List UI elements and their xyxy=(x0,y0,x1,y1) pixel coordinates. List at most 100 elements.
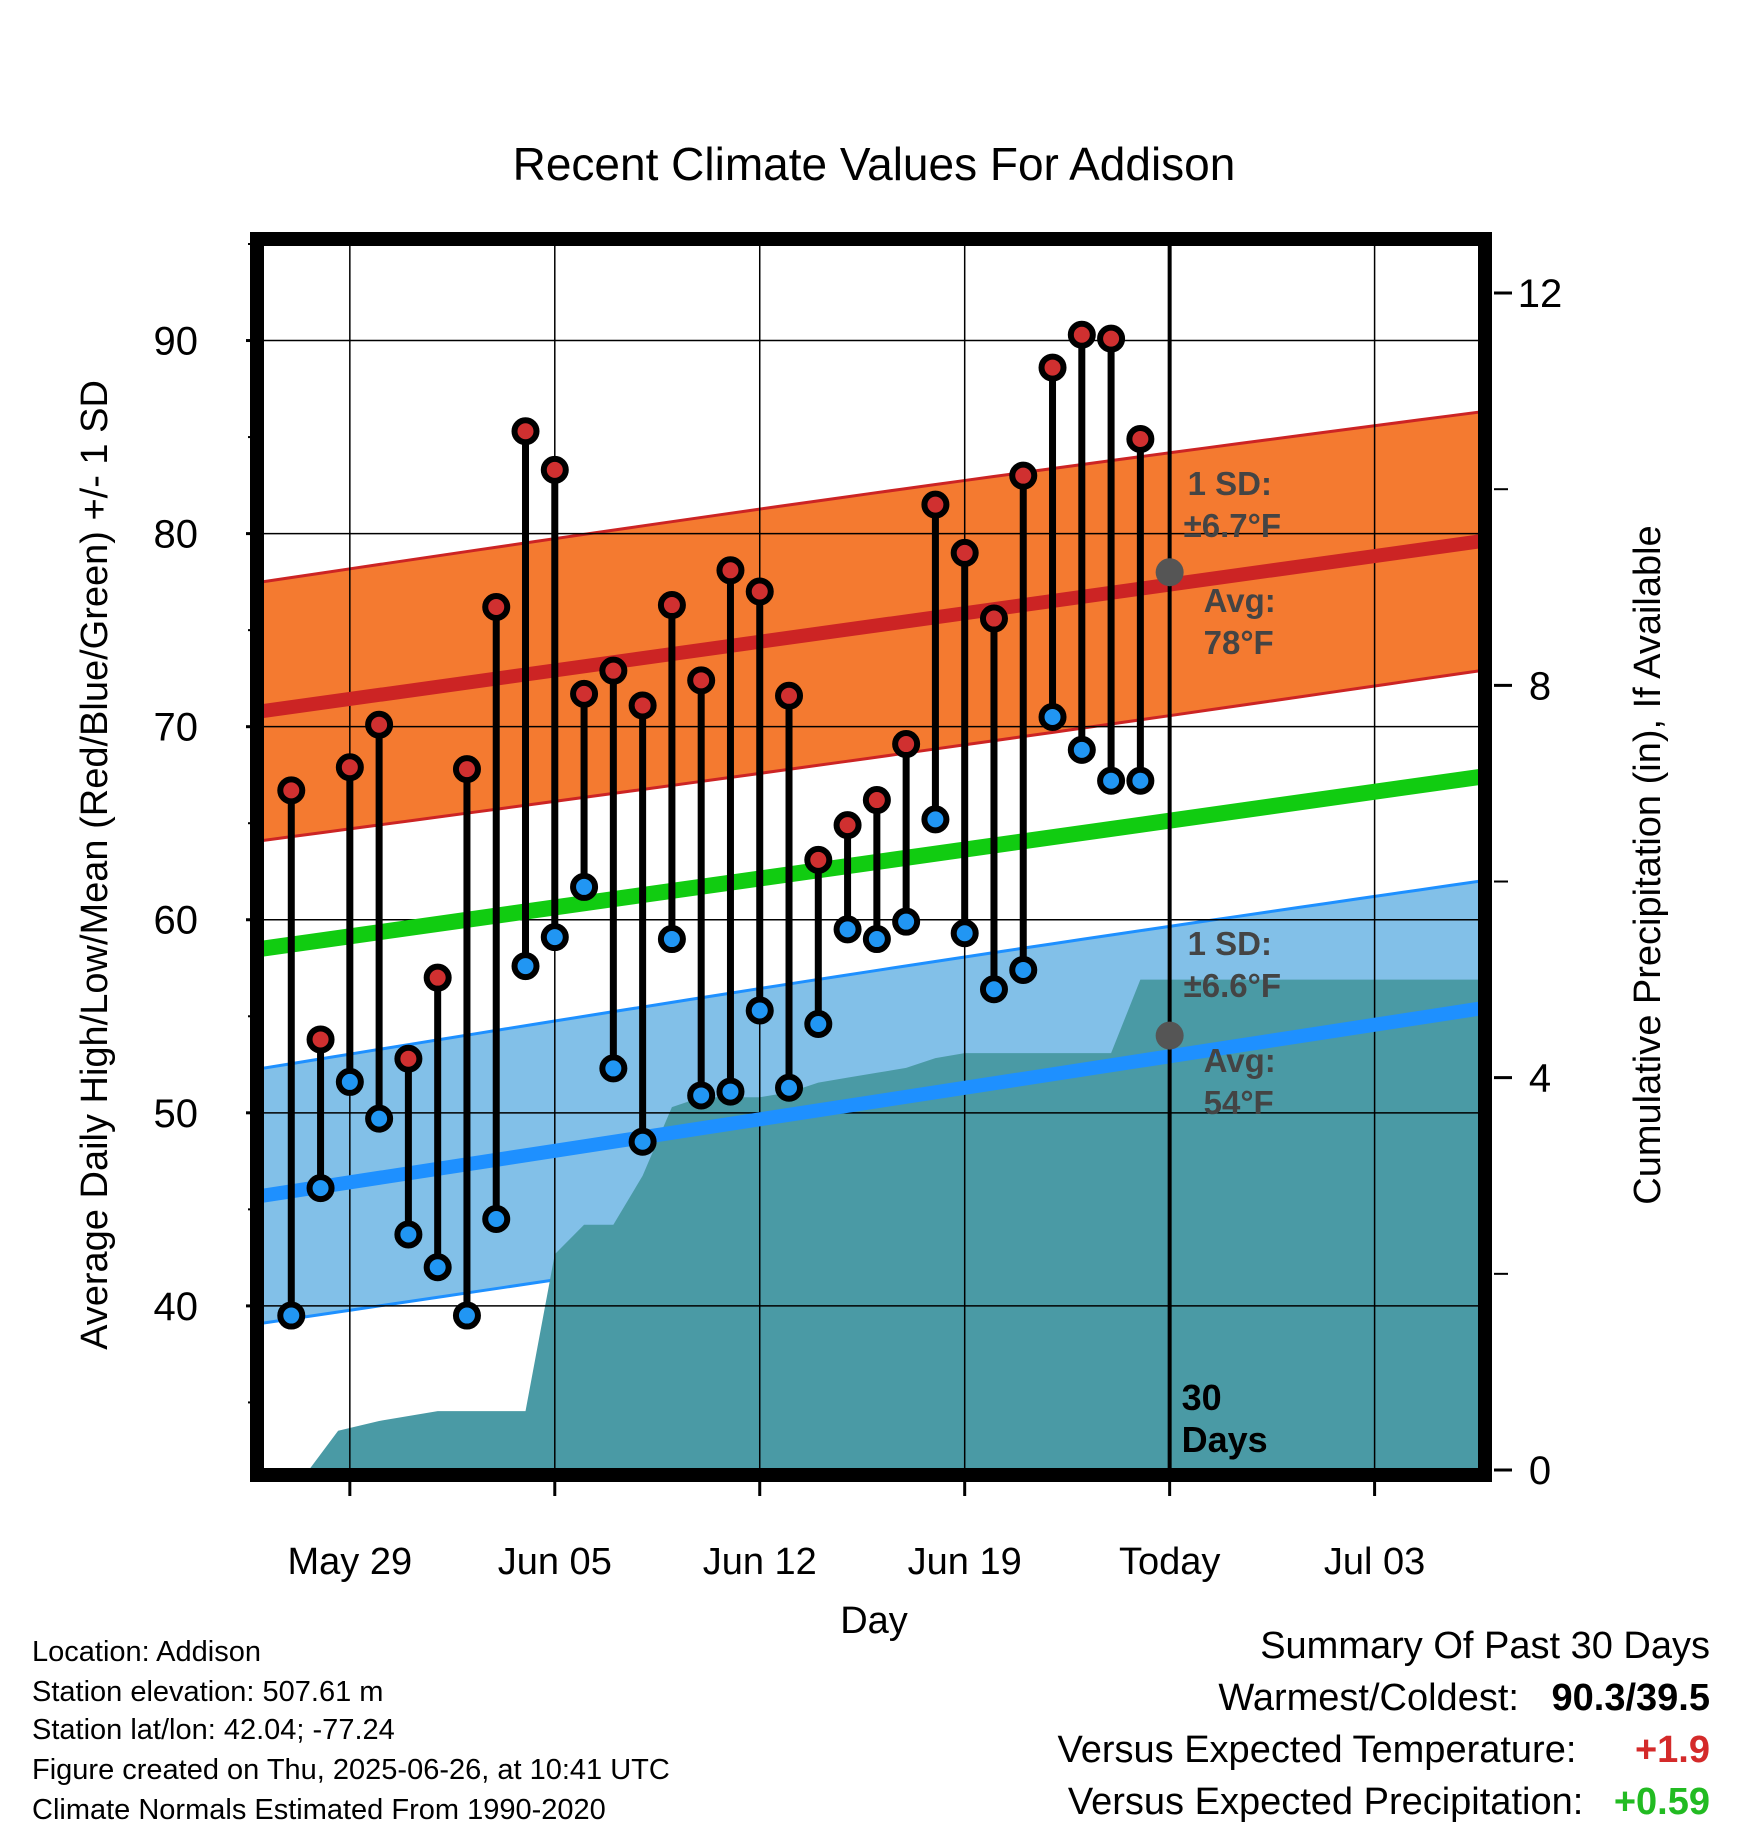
daily-high-point xyxy=(1097,324,1126,353)
plot-inner xyxy=(262,244,1480,1470)
summary-precip-label: Versus Expected Precipitation: xyxy=(1067,1781,1584,1823)
daily-high-point xyxy=(1126,425,1155,454)
today-high-avg-point xyxy=(1155,558,1184,587)
daily-low-point xyxy=(628,1127,657,1156)
x-tick-label: Jun 12 xyxy=(703,1541,817,1583)
daily-low-point xyxy=(1097,766,1126,795)
daily-low-point xyxy=(511,952,540,981)
y-axis-right-label: Cumulative Precipitation (in), If Availa… xyxy=(1627,525,1669,1204)
summary-precip-value: +0.59 xyxy=(1613,1781,1710,1823)
high-sd-label: 1 SD: xyxy=(1188,465,1272,502)
daily-low-point xyxy=(452,1301,481,1330)
daily-high-point xyxy=(775,681,804,710)
high-sd-value: ±6.7°F xyxy=(1184,507,1281,544)
daily-high-point xyxy=(921,490,950,519)
daily-low-point xyxy=(950,919,979,948)
daily-high-point xyxy=(628,691,657,720)
daily-high-point xyxy=(570,679,599,708)
daily-high-point xyxy=(394,1044,423,1073)
daily-low-point xyxy=(365,1104,394,1133)
daily-low-point xyxy=(833,915,862,944)
plot-frame xyxy=(250,232,1492,1482)
daily-high-point xyxy=(511,417,540,446)
daily-high-point xyxy=(657,591,686,620)
low-avg-label: Avg: xyxy=(1204,1042,1276,1079)
daily-low-point xyxy=(423,1253,452,1282)
daily-high-point xyxy=(599,656,628,685)
y-left-tick-label: 40 xyxy=(154,1285,199,1329)
daily-low-point xyxy=(1126,766,1155,795)
summary-title: Summary Of Past 30 Days xyxy=(1260,1625,1710,1667)
low-avg-value: 54°F xyxy=(1204,1084,1274,1121)
daily-low-point xyxy=(482,1205,511,1234)
precip-area xyxy=(291,979,1480,1470)
daily-high-point xyxy=(804,845,833,874)
daily-high-point xyxy=(335,753,364,782)
daily-high-point xyxy=(687,666,716,695)
daily-low-point xyxy=(306,1174,335,1203)
summary-panel: Summary Of Past 30 Days Warmest/Coldest:… xyxy=(1057,1625,1710,1833)
daily-low-point xyxy=(687,1081,716,1110)
info-created: Figure created on Thu, 2025-06-26, at 10… xyxy=(32,1754,670,1786)
info-location: Location: Addison xyxy=(32,1636,261,1668)
x-tick-label: Today xyxy=(1119,1541,1220,1583)
low-sd-value: ±6.6°F xyxy=(1184,967,1281,1004)
daily-low-point xyxy=(716,1077,745,1106)
daily-low-point xyxy=(745,996,774,1025)
today-low-avg-point xyxy=(1155,1021,1184,1050)
x-tick-label: Jul 03 xyxy=(1324,1541,1425,1583)
daily-low-point xyxy=(394,1220,423,1249)
daily-high-point xyxy=(892,730,921,759)
daily-low-point xyxy=(1038,703,1067,732)
days-count-number: 30 xyxy=(1182,1377,1222,1418)
daily-high-point xyxy=(833,811,862,840)
daily-high-point xyxy=(1038,353,1067,382)
summary-temp-value: +1.9 xyxy=(1634,1729,1710,1771)
daily-low-point xyxy=(570,872,599,901)
y-left-tick-label: 90 xyxy=(154,320,199,364)
x-axis-label: Day xyxy=(840,1600,908,1642)
info-normals: Climate Normals Estimated From 1990-2020 xyxy=(32,1794,606,1826)
daily-low-point xyxy=(657,925,686,954)
summary-precip-row: Versus Expected Precipitation: +0.59 xyxy=(1057,1781,1710,1833)
y-left-tick-label: 70 xyxy=(154,706,199,750)
info-latlon: Station lat/lon: 42.04; -77.24 xyxy=(32,1714,395,1746)
x-tick-label: Jun 19 xyxy=(908,1541,1022,1583)
daily-low-point xyxy=(277,1301,306,1330)
low-sd-label: 1 SD: xyxy=(1188,925,1272,962)
summary-warmest-label: Warmest/Coldest: xyxy=(1218,1677,1519,1719)
info-elevation: Station elevation: 507.61 m xyxy=(32,1676,384,1708)
daily-high-point xyxy=(1009,461,1038,490)
daily-low-point xyxy=(979,975,1008,1004)
normal-high-line xyxy=(262,534,1480,719)
daily-low-point xyxy=(1009,955,1038,984)
daily-low-point xyxy=(892,907,921,936)
daily-high-point xyxy=(1067,320,1096,349)
daily-high-point xyxy=(540,455,569,484)
summary-warmest-value: 90.3/39.5 xyxy=(1551,1677,1710,1719)
chart-title: Recent Climate Values For Addison xyxy=(513,138,1236,190)
y-right-tick-label: 8 xyxy=(1529,664,1551,708)
y-right-tick-label: 4 xyxy=(1529,1057,1551,1101)
high-avg-value: 78°F xyxy=(1204,624,1274,661)
daily-high-point xyxy=(979,604,1008,633)
daily-low-point xyxy=(599,1054,628,1083)
daily-low-point xyxy=(335,1067,364,1096)
daily-low-point xyxy=(1067,735,1096,764)
y-right-tick-label: 12 xyxy=(1518,272,1563,316)
daily-low-point xyxy=(804,1010,833,1039)
daily-high-point xyxy=(862,786,891,815)
summary-temp-row: Versus Expected Temperature: +1.9 xyxy=(1057,1729,1710,1781)
x-tick-label: May 29 xyxy=(288,1541,413,1583)
high-avg-label: Avg: xyxy=(1204,582,1276,619)
station-info: Location: Addison Station elevation: 507… xyxy=(32,1635,670,1827)
y-left-tick-label: 60 xyxy=(154,899,199,943)
daily-high-point xyxy=(950,538,979,567)
x-tick-label: Jun 05 xyxy=(498,1541,612,1583)
daily-high-point xyxy=(423,963,452,992)
daily-high-point xyxy=(277,776,306,805)
y-axis-left-label: Average Daily High/Low/Mean (Red/Blue/Gr… xyxy=(74,380,116,1350)
summary-warmest-row: Warmest/Coldest: 90.3/39.5 xyxy=(1057,1677,1710,1729)
y-left-tick-label: 80 xyxy=(154,513,199,557)
y-right-tick-label: 0 xyxy=(1529,1449,1551,1493)
